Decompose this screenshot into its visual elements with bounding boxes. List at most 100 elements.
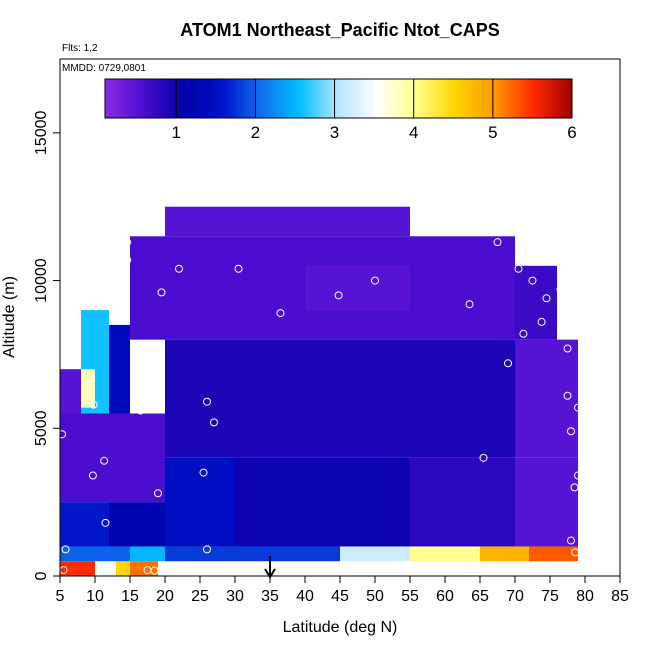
flight-point — [150, 566, 159, 575]
x-tick-label: 80 — [576, 588, 594, 605]
flight-point — [334, 291, 343, 300]
x-tick-label: 10 — [86, 588, 104, 605]
x-tick-label: 55 — [401, 588, 419, 605]
heatmap-cell — [235, 457, 410, 547]
heatmap-cell — [165, 206, 410, 237]
flight-point — [493, 238, 502, 247]
heatmap-cell — [410, 546, 480, 562]
flight-point — [100, 456, 109, 465]
x-tick-label: 20 — [156, 588, 174, 605]
marker-arrow-head — [264, 568, 276, 579]
heatmap-cell — [165, 546, 340, 562]
latitude-marker-arrow — [264, 556, 276, 579]
x-axis-label: Latitude (deg N) — [283, 619, 398, 636]
flight-point — [203, 397, 211, 406]
flight-points — [60, 196, 582, 575]
heatmap-cell — [305, 265, 410, 311]
colorbar-tick-label: 1 — [172, 123, 181, 142]
flight-point — [514, 264, 523, 273]
flight-point — [138, 350, 147, 359]
x-tick-label: 30 — [226, 588, 244, 605]
flight-point — [88, 471, 97, 480]
flight-point — [371, 276, 379, 285]
y-tick-label: 10000 — [33, 258, 50, 303]
flight-point — [210, 418, 218, 427]
colorbar-tick-label: 2 — [251, 123, 260, 142]
flight-point — [537, 317, 546, 326]
heatmap-cell — [515, 457, 578, 547]
dates-note: MMDD: 0729,0801 — [62, 63, 146, 74]
y-tick-label: 5000 — [33, 410, 50, 446]
flight-point — [570, 483, 579, 492]
y-tick-label: 0 — [33, 571, 50, 580]
x-tick-label: 5 — [56, 588, 65, 605]
x-tick-label: 25 — [191, 588, 209, 605]
flight-point — [215, 196, 224, 205]
y-axis: 0 5000 10000 15000 — [33, 111, 60, 580]
flight-point — [504, 359, 512, 368]
heatmap-cell — [165, 339, 515, 458]
colorbar-gradient — [104, 78, 573, 119]
flight-point — [571, 548, 580, 557]
colorbar: 1 2 3 4 5 6 — [104, 78, 577, 142]
colorbar-tick-label: 5 — [488, 123, 497, 142]
heatmap-cell — [109, 324, 130, 414]
heatmap-cell — [60, 561, 95, 576]
flight-point — [60, 566, 68, 575]
heatmap-cell — [60, 369, 81, 414]
flight-point — [556, 285, 565, 294]
flight-point — [528, 276, 537, 285]
flight-point — [567, 536, 575, 545]
colorbar-ticks: 1 2 3 4 5 6 — [172, 79, 577, 142]
heatmap-cell — [109, 502, 165, 547]
flight-point — [567, 427, 575, 436]
flight-point — [563, 344, 572, 353]
x-tick-label: 45 — [331, 588, 349, 605]
flight-point — [89, 400, 98, 409]
y-axis-label: Altitude (m) — [1, 276, 18, 358]
heatmap-cell — [515, 265, 557, 340]
flight-point — [276, 309, 285, 318]
colorbar-tick-label: 4 — [409, 123, 418, 142]
heatmap-cell — [95, 561, 116, 576]
flight-point — [175, 264, 183, 273]
flight-point — [542, 294, 551, 303]
flight-point — [199, 468, 208, 477]
flight-point — [465, 300, 474, 309]
x-tick-label: 60 — [436, 588, 454, 605]
flight-point — [123, 255, 132, 264]
x-tick-label: 15 — [121, 588, 139, 605]
flight-point — [136, 406, 145, 415]
x-tick-label: 50 — [366, 588, 384, 605]
flight-point — [479, 453, 488, 462]
colorbar-tick-label: 3 — [330, 123, 339, 142]
flight-point — [574, 471, 582, 480]
heatmap-cell — [116, 561, 130, 576]
x-tick-label: 65 — [471, 588, 489, 605]
y-tick-label: 15000 — [33, 111, 50, 156]
flight-point — [77, 238, 85, 247]
heatmap-cells — [60, 206, 578, 576]
flight-point — [203, 545, 211, 554]
heatmap-cell — [130, 546, 165, 562]
flight-point — [123, 238, 132, 247]
flight-point — [574, 403, 582, 412]
x-axis: 5 10 15 20 25 30 35 40 45 50 55 60 65 70 75 80 85 — [56, 576, 629, 605]
x-tick-label: 85 — [611, 588, 629, 605]
flight-point — [234, 264, 243, 273]
chart-title: ATOM1 Northeast_Pacific Ntot_CAPS — [180, 20, 499, 40]
heatmap-cell — [60, 502, 109, 547]
heatmap-cell — [480, 546, 529, 562]
flights-note: Flts: 1,2 — [62, 43, 98, 54]
flight-point — [154, 489, 162, 498]
flight-point — [157, 288, 166, 297]
heatmap-cell — [60, 413, 165, 503]
flight-point — [98, 566, 106, 575]
x-tick-label: 40 — [296, 588, 314, 605]
colorbar-tick-label: 6 — [567, 123, 576, 142]
flight-point — [61, 545, 70, 554]
x-tick-label: 70 — [506, 588, 524, 605]
flight-point — [60, 430, 67, 439]
heatmap-cell — [515, 339, 578, 458]
